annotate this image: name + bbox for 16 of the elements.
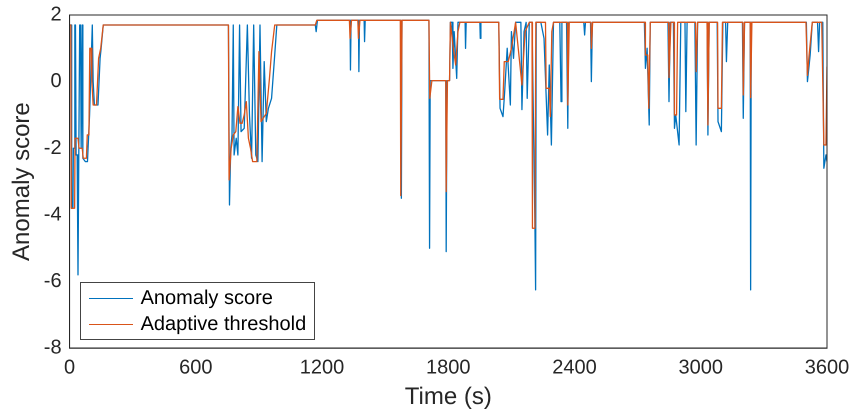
- x-tick-label: 600: [179, 356, 213, 379]
- x-tick-label: 1800: [426, 356, 471, 379]
- y-tick-label: -8: [44, 336, 62, 359]
- legend-label: Adaptive threshold: [140, 312, 306, 336]
- legend-label: Anomaly score: [140, 286, 273, 310]
- x-tick-label: 3000: [678, 356, 724, 379]
- y-tick-label: -6: [44, 270, 62, 292]
- y-axis-title: Anomaly score: [8, 102, 36, 261]
- x-axis-title: Time (s): [404, 383, 492, 410]
- x-tick-label: 1200: [300, 356, 344, 379]
- y-tick-label: 2: [50, 4, 62, 26]
- x-tick-label: 2400: [552, 356, 597, 379]
- x-tick-label: 3600: [804, 356, 850, 379]
- y-tick-label: 0: [50, 70, 62, 92]
- y-tick-label: -2: [44, 136, 62, 159]
- y-tick-label: -4: [44, 203, 62, 226]
